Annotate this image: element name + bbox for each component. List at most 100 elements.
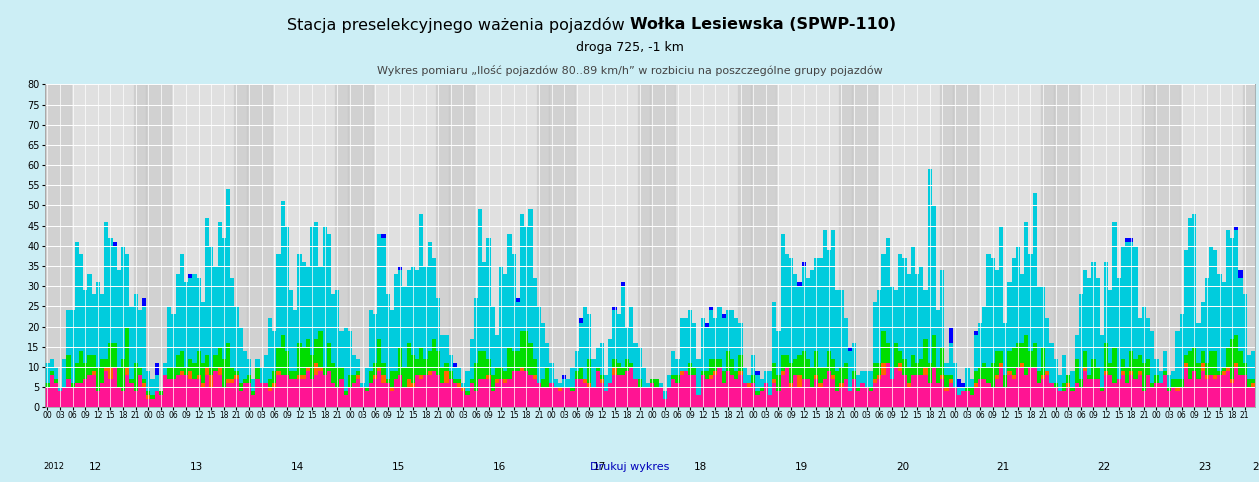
Bar bbox=[847, 391, 852, 407]
Bar bbox=[167, 379, 171, 407]
Bar bbox=[709, 379, 714, 407]
Bar bbox=[932, 335, 935, 367]
Bar bbox=[1221, 375, 1226, 407]
Bar bbox=[1129, 242, 1133, 351]
Bar bbox=[1214, 375, 1217, 379]
Bar bbox=[407, 379, 410, 387]
Bar bbox=[1217, 375, 1221, 407]
Bar bbox=[188, 274, 193, 278]
Bar bbox=[935, 310, 940, 367]
Bar bbox=[155, 363, 159, 375]
Bar bbox=[441, 335, 444, 367]
Bar bbox=[1070, 371, 1075, 387]
Bar bbox=[1054, 359, 1058, 383]
Bar bbox=[423, 375, 428, 407]
Bar bbox=[268, 319, 272, 379]
Bar bbox=[1209, 351, 1214, 375]
Bar bbox=[1243, 363, 1246, 375]
Bar bbox=[1176, 379, 1180, 387]
Bar bbox=[755, 395, 759, 407]
Bar bbox=[188, 278, 193, 359]
Bar bbox=[419, 379, 423, 407]
Bar bbox=[150, 379, 155, 395]
Bar bbox=[784, 367, 789, 407]
Bar bbox=[403, 286, 407, 367]
Bar bbox=[419, 347, 423, 375]
Bar bbox=[403, 367, 407, 387]
Bar bbox=[1011, 379, 1016, 407]
Bar bbox=[385, 294, 390, 379]
Bar bbox=[290, 290, 293, 371]
Bar bbox=[802, 351, 806, 379]
Bar bbox=[112, 242, 117, 246]
Bar bbox=[567, 387, 570, 407]
Bar bbox=[599, 383, 604, 407]
Bar bbox=[587, 383, 592, 387]
Text: 17: 17 bbox=[593, 462, 607, 472]
Bar bbox=[752, 375, 755, 383]
Bar bbox=[705, 327, 709, 371]
Bar bbox=[1011, 347, 1016, 375]
Bar bbox=[478, 351, 482, 379]
Bar bbox=[196, 375, 200, 379]
Text: Wołka Lesiewska (SPWP-110): Wołka Lesiewska (SPWP-110) bbox=[630, 17, 895, 32]
Bar bbox=[1205, 379, 1209, 407]
Bar bbox=[335, 84, 347, 407]
Bar bbox=[721, 314, 726, 319]
Bar bbox=[772, 379, 777, 383]
Bar bbox=[827, 250, 831, 351]
Bar bbox=[256, 367, 259, 379]
Bar bbox=[844, 379, 847, 407]
Bar bbox=[360, 387, 365, 407]
Bar bbox=[1246, 387, 1251, 407]
Bar bbox=[373, 363, 378, 375]
Bar bbox=[890, 286, 894, 379]
Bar bbox=[558, 387, 562, 391]
Bar bbox=[256, 379, 259, 407]
Bar bbox=[1045, 371, 1049, 375]
Bar bbox=[1016, 343, 1020, 367]
Bar bbox=[92, 294, 96, 355]
Bar bbox=[1234, 367, 1239, 407]
Bar bbox=[1133, 379, 1138, 407]
Bar bbox=[966, 387, 969, 391]
Bar bbox=[310, 379, 315, 407]
Bar bbox=[58, 387, 62, 391]
Bar bbox=[815, 351, 818, 375]
Bar bbox=[1246, 355, 1251, 379]
Bar bbox=[79, 351, 83, 383]
Bar bbox=[112, 367, 117, 407]
Bar bbox=[1176, 331, 1180, 379]
Bar bbox=[423, 359, 428, 375]
Bar bbox=[1054, 387, 1058, 407]
Bar bbox=[133, 391, 137, 407]
Bar bbox=[461, 383, 466, 387]
Bar bbox=[869, 387, 872, 391]
Bar bbox=[1032, 343, 1036, 367]
Bar bbox=[499, 266, 504, 367]
Bar bbox=[1251, 383, 1255, 387]
Bar bbox=[822, 230, 827, 367]
Bar bbox=[394, 371, 398, 379]
Bar bbox=[104, 359, 108, 367]
Bar bbox=[982, 307, 986, 363]
Bar bbox=[381, 234, 385, 238]
Bar bbox=[932, 205, 935, 335]
Bar bbox=[133, 84, 146, 407]
Bar bbox=[495, 367, 499, 379]
Bar bbox=[1234, 230, 1239, 335]
Bar bbox=[705, 379, 709, 407]
Bar bbox=[898, 363, 903, 371]
Bar bbox=[818, 383, 822, 387]
Bar bbox=[137, 310, 142, 367]
Bar bbox=[92, 371, 96, 375]
Bar bbox=[209, 246, 213, 367]
Bar bbox=[1079, 387, 1083, 407]
Bar bbox=[676, 375, 680, 383]
Bar bbox=[347, 387, 353, 407]
Bar bbox=[948, 375, 953, 379]
Bar bbox=[995, 270, 998, 351]
Bar bbox=[903, 375, 906, 407]
Bar bbox=[1020, 274, 1024, 343]
Bar bbox=[225, 383, 230, 407]
